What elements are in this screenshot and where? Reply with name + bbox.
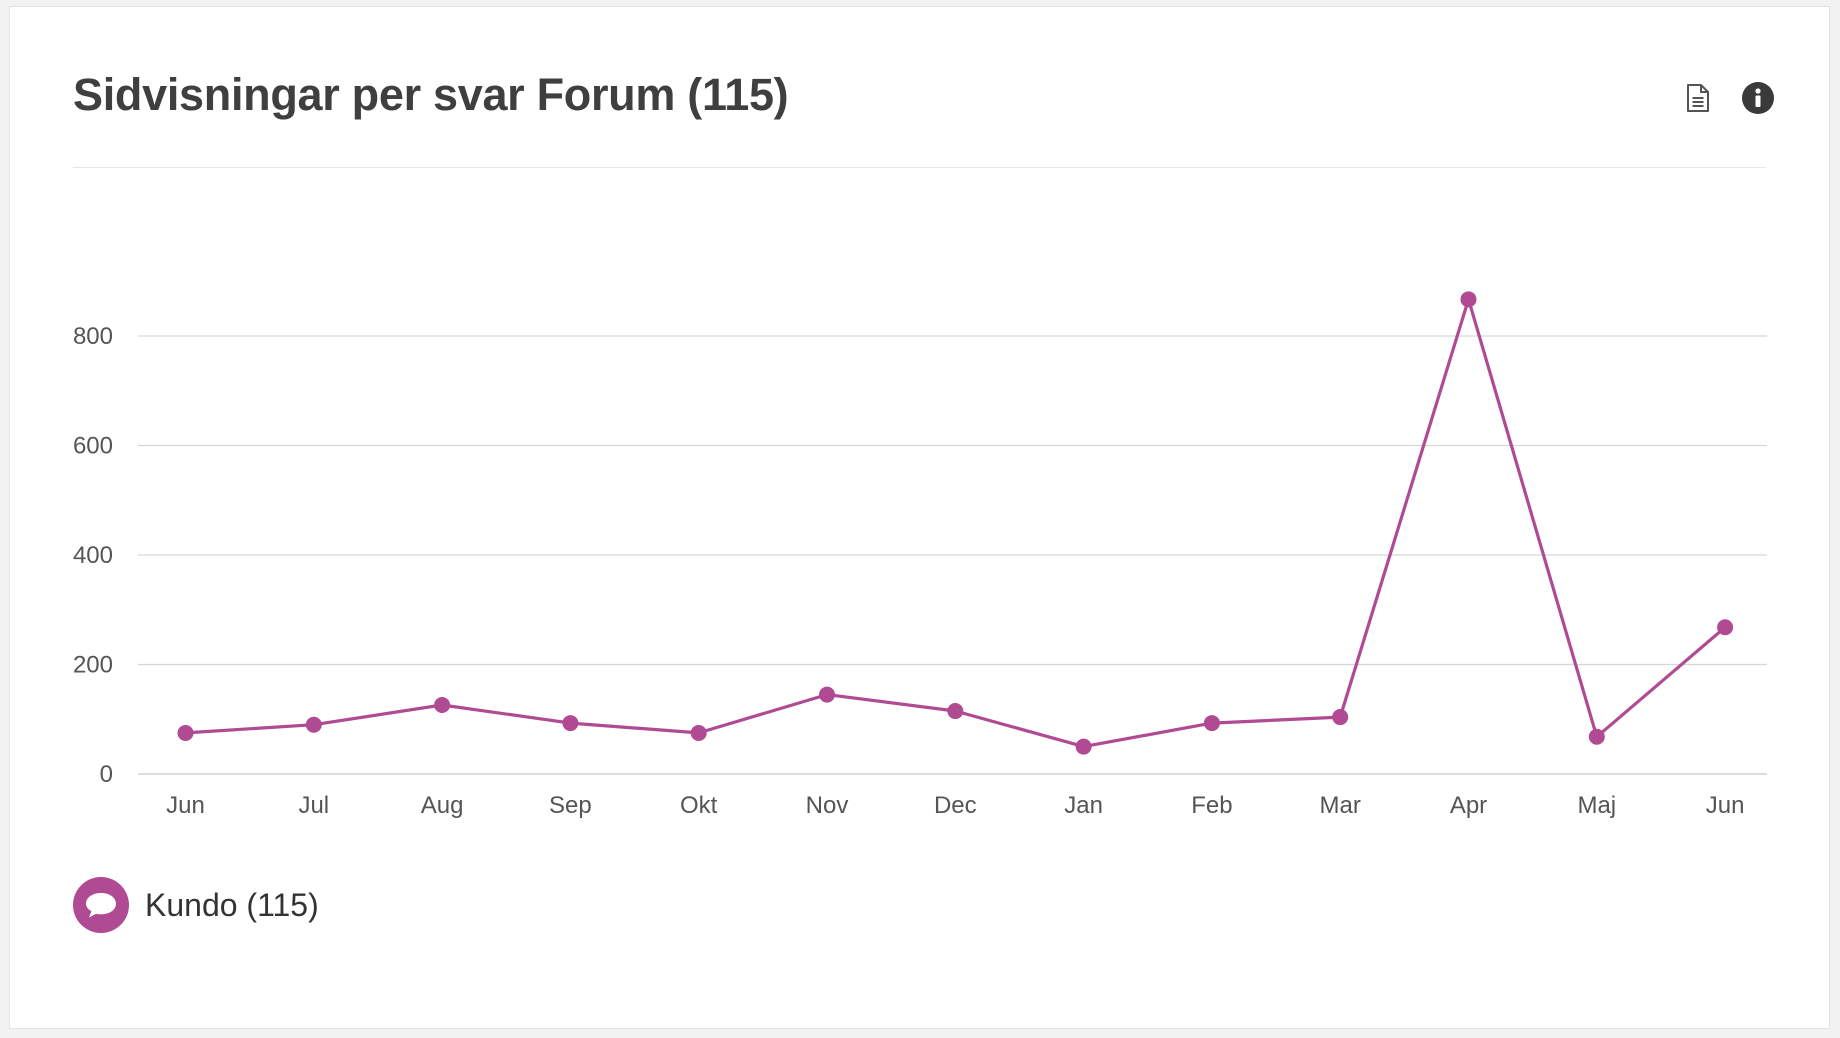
y-tick-label: 0 bbox=[100, 761, 113, 788]
x-tick-label: Jun bbox=[166, 792, 205, 819]
x-tick-label: Aug bbox=[421, 792, 464, 819]
data-point bbox=[1717, 619, 1734, 636]
data-point bbox=[305, 716, 322, 733]
x-tick-label: Mar bbox=[1320, 792, 1361, 819]
data-point bbox=[1460, 291, 1477, 308]
y-axis: 0 200 400 600 800 bbox=[73, 323, 113, 788]
x-tick-label: Jul bbox=[298, 792, 329, 819]
data-point bbox=[562, 715, 579, 732]
grid-lines bbox=[138, 335, 1767, 775]
x-tick-label: Okt bbox=[680, 792, 718, 819]
x-tick-label: Jan bbox=[1064, 792, 1103, 819]
data-point bbox=[1588, 728, 1605, 745]
y-tick-label: 600 bbox=[73, 433, 113, 460]
legend-item[interactable]: Kundo (115) bbox=[73, 877, 319, 933]
data-point bbox=[947, 703, 964, 720]
data-point bbox=[1332, 709, 1349, 726]
y-tick-label: 200 bbox=[73, 652, 113, 679]
y-tick-label: 800 bbox=[73, 323, 113, 350]
x-tick-label: Apr bbox=[1450, 792, 1487, 819]
x-tick-label: Maj bbox=[1577, 792, 1616, 819]
legend-label: Kundo (115) bbox=[145, 886, 319, 923]
header-actions bbox=[1680, 80, 1776, 116]
x-tick-label: Feb bbox=[1191, 792, 1232, 819]
line-chart: 0 200 400 600 800 Jun Jul Aug Sep Okt Nov Dec Jan Fe… bbox=[73, 291, 1767, 819]
x-tick-label: Nov bbox=[806, 792, 849, 819]
x-tick-label: Sep bbox=[549, 792, 592, 819]
x-tick-label: Dec bbox=[934, 792, 977, 819]
chart-title: Sidvisningar per svar Forum (115) bbox=[73, 69, 789, 120]
y-tick-label: 400 bbox=[73, 542, 113, 569]
data-point bbox=[434, 697, 451, 714]
series bbox=[177, 291, 1734, 755]
data-point bbox=[177, 724, 194, 741]
data-point bbox=[819, 686, 835, 703]
info-icon[interactable] bbox=[1740, 80, 1776, 116]
x-axis: Jun Jul Aug Sep Okt Nov Dec Jan Feb Mar Apr Maj Jun bbox=[166, 792, 1744, 819]
data-point bbox=[1075, 738, 1092, 755]
data-point bbox=[1203, 715, 1220, 732]
document-icon[interactable] bbox=[1680, 80, 1716, 116]
series-line bbox=[183, 297, 1727, 749]
speech-bubble-icon bbox=[73, 877, 129, 933]
header-divider bbox=[73, 167, 1766, 168]
x-tick-label: Jun bbox=[1706, 792, 1745, 819]
chart-card: Sidvisningar per svar Forum (115) 0 200 40… bbox=[9, 6, 1830, 1029]
data-point bbox=[690, 724, 707, 741]
